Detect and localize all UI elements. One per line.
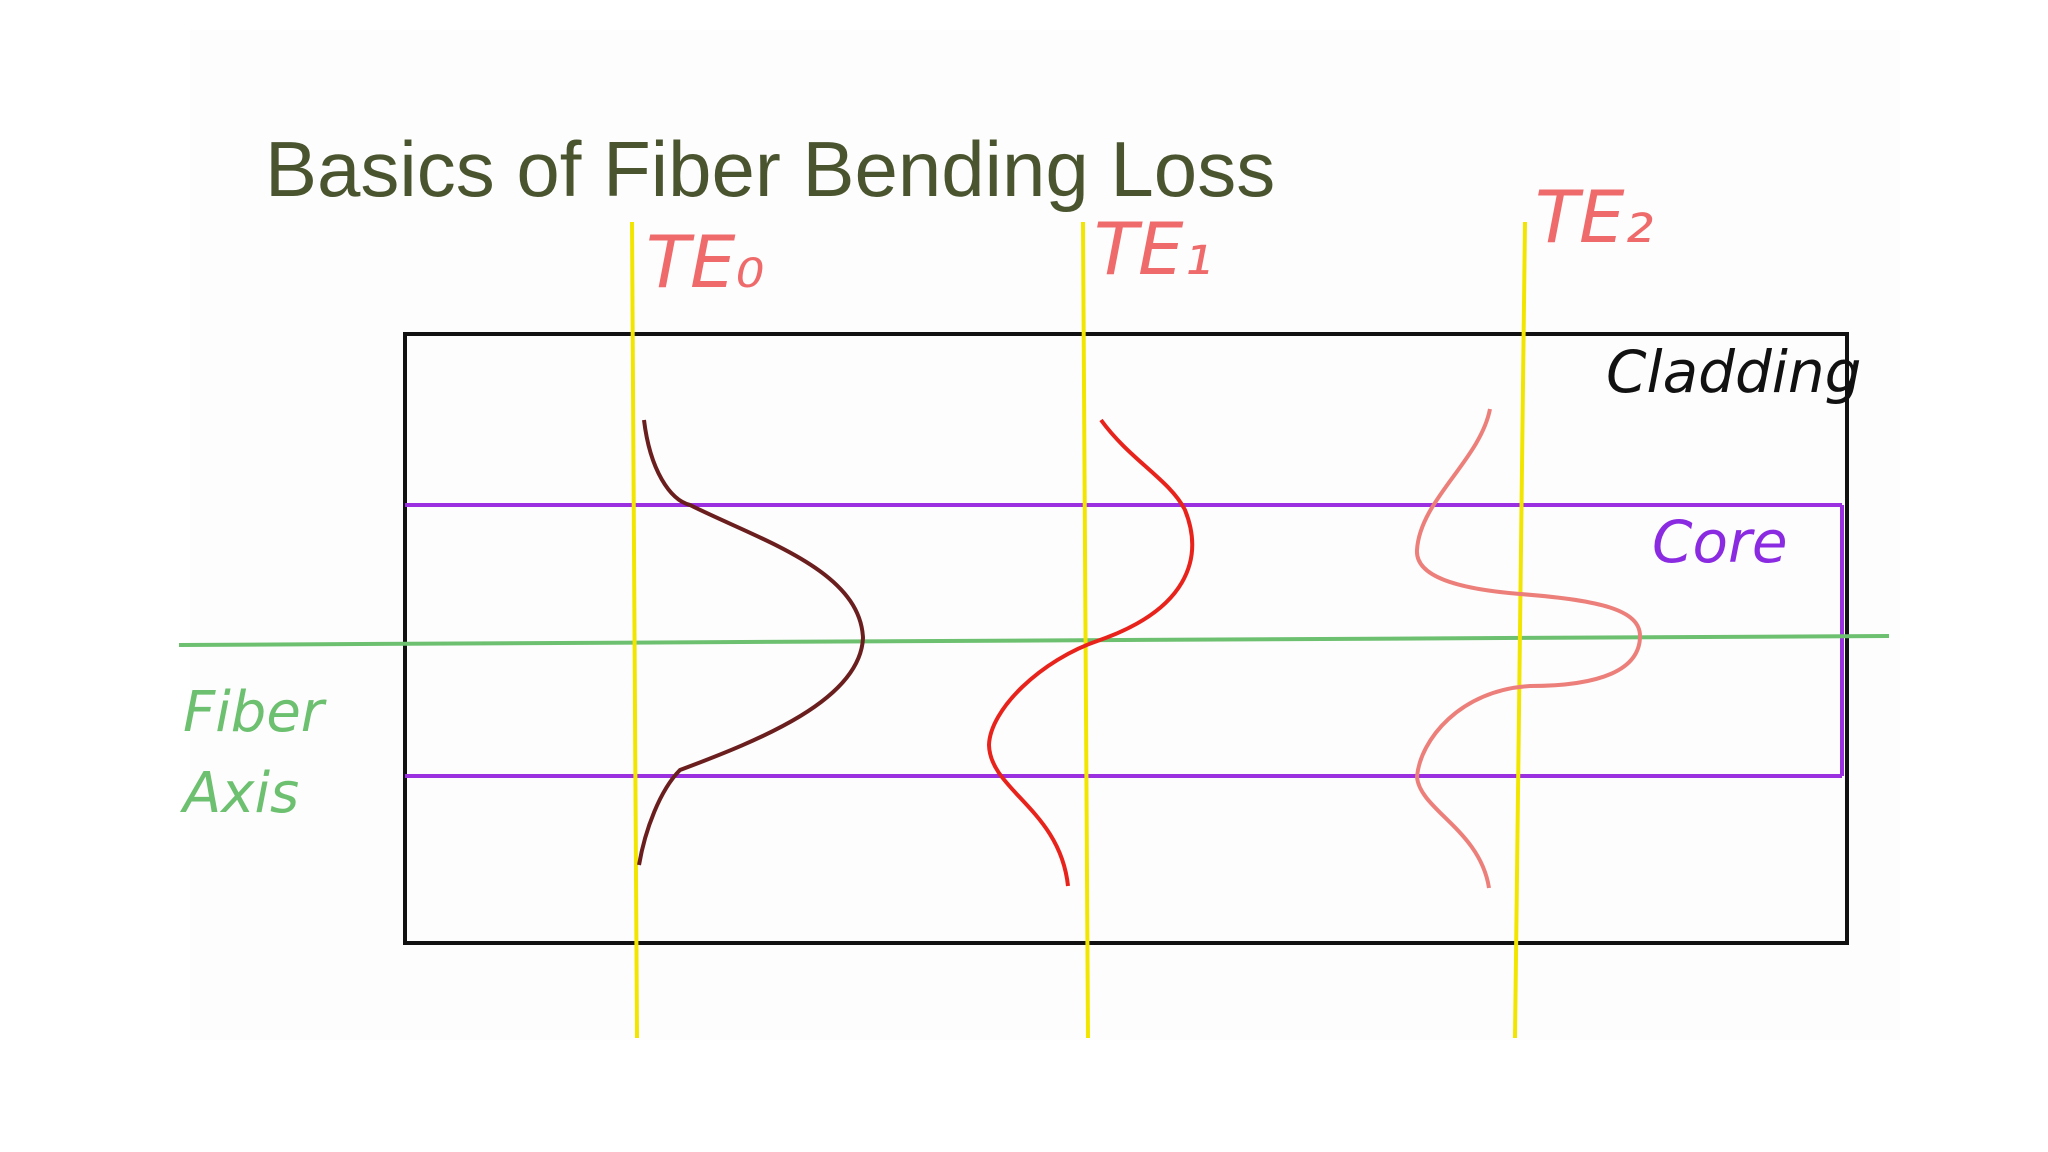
title: Basics of Fiber Bending Loss <box>265 125 1275 213</box>
te2-label: TE₂ <box>1535 175 1653 259</box>
slide-area <box>190 30 1900 1040</box>
fiber-axis-label-line2: Axis <box>180 761 299 826</box>
cladding-label: Cladding <box>1606 338 1861 406</box>
te0-profile <box>637 419 866 866</box>
te0-label: TE₀ <box>646 220 764 304</box>
te0-reference-line <box>630 221 639 1039</box>
te2-reference-line <box>1513 221 1527 1039</box>
core-label: Core <box>1652 508 1788 576</box>
te1-profile <box>986 418 1194 887</box>
te2-profile <box>1414 408 1643 889</box>
fiber-axis-label-line1: Fiber <box>183 680 327 745</box>
cladding-box <box>403 332 1849 945</box>
te1-reference-line <box>1081 221 1090 1039</box>
te1-label: TE₁ <box>1094 207 1212 291</box>
fiber-axis-line <box>178 634 1890 647</box>
